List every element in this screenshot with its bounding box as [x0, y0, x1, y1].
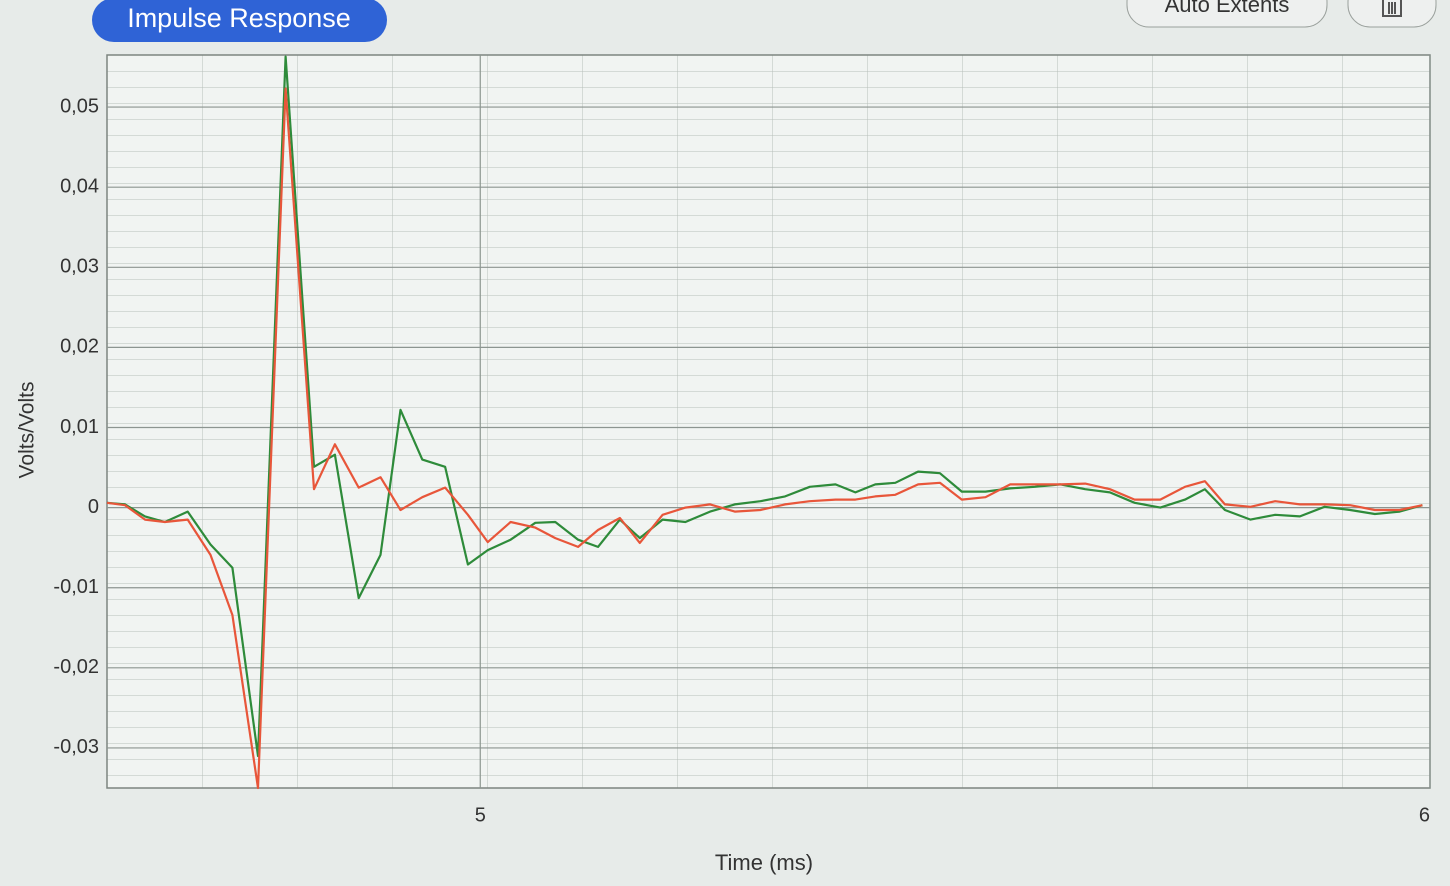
y-tick-label: 0,02 — [60, 336, 99, 358]
series-line — [106, 87, 1423, 790]
y-tick-label: 0 — [88, 496, 99, 518]
x-tick-label: 6 — [1419, 804, 1430, 826]
trash[interactable] — [1347, 0, 1437, 28]
tab-label[interactable]: Impulse Response — [127, 3, 351, 33]
series-line — [106, 55, 1423, 758]
y-tick-label: 0,03 — [60, 256, 99, 278]
y-tick-label: 0,01 — [60, 416, 99, 438]
y-axis-label: Volts/Volts — [16, 382, 39, 479]
auto-extents-button[interactable] — [1126, 0, 1328, 28]
minor-grid — [107, 55, 1430, 788]
auto-extents[interactable]: Auto Extents — [1126, 0, 1328, 28]
tab-button[interactable] — [92, 0, 387, 42]
y-tick-label: 0,05 — [60, 95, 99, 117]
y-tick-label: -0,03 — [53, 736, 99, 758]
y-tick-label: 0,04 — [60, 175, 99, 197]
x-tick-label: 5 — [475, 804, 486, 826]
x-axis-label: Time (ms) — [715, 850, 813, 875]
y-tick-label: -0,01 — [53, 576, 99, 598]
trash-icon[interactable] — [1382, 0, 1402, 17]
auto-extents-label[interactable]: Auto Extents — [1165, 0, 1290, 17]
y-tick-label: -0,02 — [53, 656, 99, 678]
tab[interactable]: Impulse Response — [92, 0, 387, 42]
